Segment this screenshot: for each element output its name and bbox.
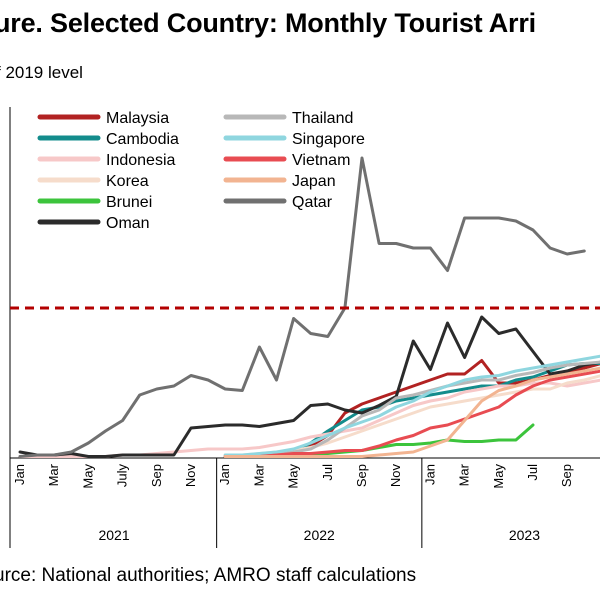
x-tick-label: Mar: [457, 463, 472, 486]
x-tick-label: Jan: [12, 464, 27, 485]
legend-oman-label: Oman: [106, 215, 150, 232]
series-line-japan: [223, 366, 600, 458]
x-tick-label: Jul: [320, 464, 335, 481]
series-line-qatar: [18, 156, 586, 458]
x-tick-label: May: [491, 464, 506, 489]
series-line-cambodia: [223, 362, 600, 458]
x-tick-label: Nov: [183, 464, 198, 488]
x-axis-ticks: Jan Mar May July Sep Nov Jan Mar May Jul Sep Nov Jan…: [12, 463, 574, 543]
series-line-singapore: [223, 354, 600, 457]
chart-series-group: [18, 156, 600, 458]
legend-singapore-label: Singapore: [292, 131, 365, 148]
year-label-2022: 2022: [304, 527, 335, 543]
legend-vietnam-label: Vietnam: [292, 152, 350, 169]
chart-source-note: urce: National authorities; AMRO staff c…: [0, 565, 417, 586]
x-tick-label: May: [80, 464, 95, 489]
legend-thailand-label: Thailand: [292, 110, 353, 127]
x-tick-label: Sep: [559, 464, 574, 487]
chart-legend: Malaysia Thailand Cambodia Singapore Indones…: [37, 110, 365, 232]
year-label-2023: 2023: [509, 527, 540, 543]
series-line-thailand: [223, 360, 600, 458]
legend-brunei-label: Brunei: [106, 194, 152, 211]
chart-title: ure. Selected Country: Monthly Tourist A…: [0, 8, 536, 38]
legend-korea-label: Korea: [106, 173, 149, 190]
x-tick-label: July: [115, 464, 130, 488]
x-tick-label: May: [286, 464, 301, 489]
x-tick-label: Mar: [251, 463, 266, 486]
x-tick-label: Jul: [525, 464, 540, 481]
legend-indonesia-label: Indonesia: [106, 152, 175, 169]
x-tick-label: Jan: [422, 464, 437, 485]
series-line-oman: [18, 315, 600, 458]
legend-cambodia-label: Cambodia: [106, 131, 179, 148]
x-tick-label: Nov: [388, 464, 403, 488]
x-tick-label: Mar: [46, 463, 61, 486]
chart-subtitle: f 2019 level: [0, 63, 83, 82]
legend-malaysia-label: Malaysia: [106, 110, 169, 127]
year-label-2021: 2021: [98, 527, 129, 543]
legend-qatar-label: Qatar: [292, 194, 333, 211]
legend-japan-label: Japan: [292, 173, 336, 190]
x-tick-label: Sep: [149, 464, 164, 487]
x-tick-label: Sep: [354, 464, 369, 487]
x-tick-label: Jan: [217, 464, 232, 485]
